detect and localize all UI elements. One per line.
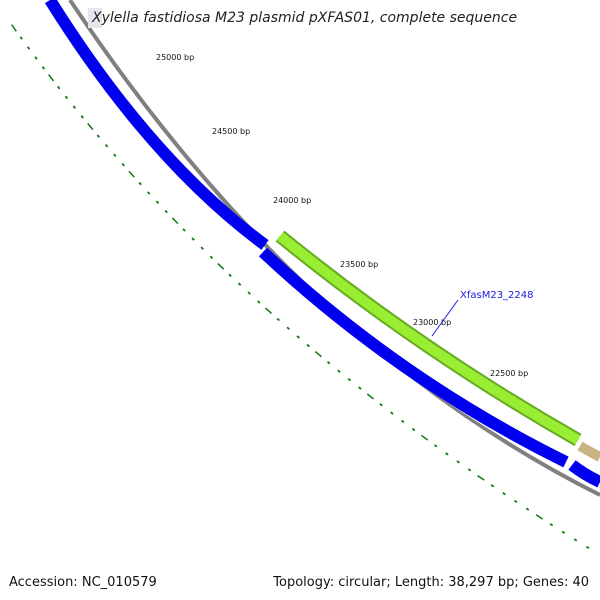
minor-tick bbox=[72, 105, 76, 109]
minor-tick bbox=[306, 343, 310, 348]
backbone-arc-inner bbox=[57, 0, 600, 489]
minor-tick bbox=[104, 143, 109, 148]
minor-tick bbox=[490, 484, 495, 488]
minor-tick bbox=[433, 444, 438, 448]
minor-tick bbox=[19, 36, 23, 40]
minor-tick bbox=[337, 369, 341, 373]
minor-tick bbox=[64, 95, 69, 100]
major-tick bbox=[128, 170, 135, 178]
tick-label: 22500 bp bbox=[490, 369, 528, 378]
major-tick bbox=[477, 474, 485, 481]
backbone-arc bbox=[68, 0, 600, 497]
accession-value: NC_010579 bbox=[81, 575, 157, 590]
minor-tick bbox=[549, 523, 554, 527]
minor-tick bbox=[26, 46, 31, 50]
minor-tick bbox=[41, 66, 46, 70]
tick-label: 23500 bp bbox=[340, 260, 378, 269]
minor-tick bbox=[456, 460, 460, 464]
minor-tick bbox=[525, 507, 530, 511]
minor-tick bbox=[358, 386, 362, 390]
minor-tick bbox=[228, 273, 232, 277]
minor-tick bbox=[113, 153, 117, 157]
minor-tick bbox=[400, 419, 405, 423]
cds-forward-2[interactable] bbox=[258, 247, 569, 468]
cds-forward-3[interactable] bbox=[568, 460, 600, 488]
minor-tick bbox=[573, 538, 578, 542]
gene-label[interactable]: XfasM23_2248 bbox=[460, 290, 534, 301]
minor-tick bbox=[276, 317, 281, 322]
minor-tick bbox=[286, 326, 290, 330]
map-title: Xylella fastidiosa M23 plasmid pXFAS01, … bbox=[92, 10, 518, 26]
tick-ring bbox=[11, 24, 590, 550]
minor-tick bbox=[200, 246, 204, 250]
minor-tick bbox=[182, 228, 186, 232]
minor-tick bbox=[326, 361, 331, 365]
cds-forward-1[interactable] bbox=[44, 0, 269, 250]
tick-labels: 25000 bp 24500 bp 24000 bp 23500 bp 2300… bbox=[156, 53, 528, 378]
minor-tick bbox=[57, 85, 61, 90]
minor-tick bbox=[237, 282, 242, 286]
accession-label: Accession: bbox=[9, 575, 78, 590]
minor-tick bbox=[147, 191, 151, 195]
minor-tick bbox=[34, 56, 38, 60]
minor-tick bbox=[155, 200, 160, 204]
minor-tick bbox=[80, 115, 84, 119]
minor-tick bbox=[445, 452, 449, 456]
minor-tick bbox=[514, 499, 518, 504]
major-tick bbox=[87, 122, 94, 131]
topology-info: Topology: circular; Length: 38,297 bp; G… bbox=[273, 575, 589, 590]
cds-other[interactable] bbox=[577, 441, 600, 462]
minor-tick bbox=[390, 411, 394, 415]
accession-info: Accession: NC_010579 bbox=[9, 575, 157, 590]
minor-tick bbox=[96, 134, 101, 138]
minor-tick bbox=[379, 403, 383, 407]
minor-tick bbox=[347, 378, 352, 382]
tick-label: 24500 bp bbox=[212, 127, 250, 136]
major-tick bbox=[420, 434, 429, 441]
minor-tick bbox=[209, 255, 214, 259]
minor-tick bbox=[296, 335, 300, 339]
minor-tick bbox=[502, 492, 506, 496]
minor-tick bbox=[257, 300, 261, 304]
major-tick bbox=[48, 74, 55, 82]
major-tick bbox=[265, 307, 272, 314]
minor-tick bbox=[138, 181, 142, 186]
minor-tick bbox=[561, 530, 566, 534]
gene-label-leader bbox=[431, 299, 459, 337]
minor-tick bbox=[247, 291, 251, 295]
minor-tick bbox=[164, 209, 168, 214]
minor-tick bbox=[191, 237, 195, 241]
major-tick bbox=[217, 262, 225, 270]
minor-tick bbox=[467, 468, 472, 472]
major-tick bbox=[171, 217, 179, 225]
title-marker bbox=[88, 8, 102, 28]
tick-label: 25000 bp bbox=[156, 53, 194, 62]
tick-label: 23000 bp bbox=[413, 318, 451, 327]
cds-highlight[interactable] bbox=[276, 232, 581, 445]
major-tick bbox=[314, 350, 322, 358]
major-tick bbox=[366, 393, 375, 400]
minor-tick bbox=[411, 427, 416, 432]
major-tick bbox=[535, 514, 544, 520]
major-tick bbox=[11, 24, 17, 32]
minor-tick bbox=[585, 545, 590, 550]
tick-label: 24000 bp bbox=[273, 196, 311, 205]
minor-tick bbox=[121, 163, 125, 167]
